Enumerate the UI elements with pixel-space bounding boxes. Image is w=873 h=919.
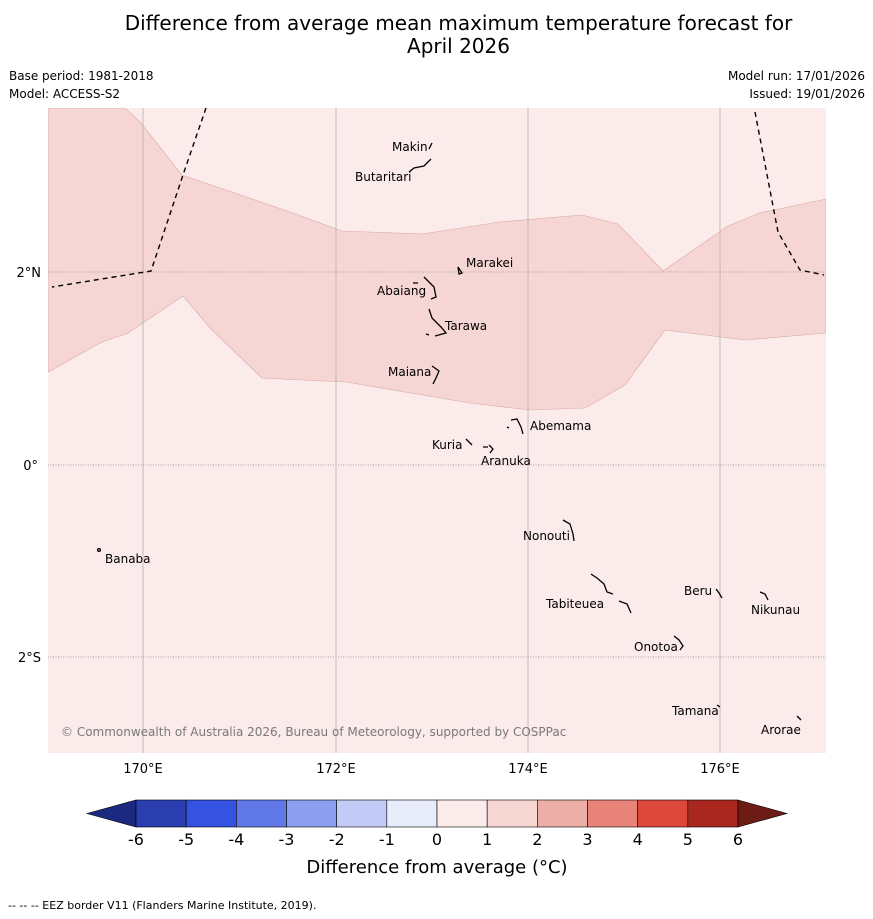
lon-axis-labels: 170°E 172°E 174°E 176°E	[123, 762, 740, 777]
island-label-arorae: Arorae	[761, 723, 801, 737]
colorbar-tick-label: -4	[228, 830, 244, 849]
colorbar-tick-label: 1	[482, 830, 492, 849]
island-labels: Makin Butaritari Marakei Abaiang Tarawa …	[105, 140, 801, 737]
island-label-kuria: Kuria	[432, 438, 463, 452]
colorbar-tick-label: 4	[633, 830, 643, 849]
map-area: Makin Butaritari Marakei Abaiang Tarawa …	[48, 108, 826, 753]
colorbar-tick-label: 6	[733, 830, 743, 849]
island-outlines	[96, 142, 802, 721]
lat-label-2n: 2°N	[17, 266, 42, 281]
island-label-onotoa: Onotoa	[634, 640, 678, 654]
colorbar-segment	[637, 799, 689, 828]
onotoa-outline	[673, 635, 684, 651]
colorbar-segment	[486, 799, 538, 828]
base-period: Base period: 1981-2018	[9, 69, 154, 83]
nikunau-outline	[759, 591, 769, 601]
colorbar-segment	[537, 799, 588, 828]
banaba-outline	[96, 547, 102, 553]
lat-gridlines	[48, 271, 826, 658]
colorbar-segment	[386, 799, 438, 828]
colorbar-label: Difference from average (°C)	[306, 857, 567, 878]
colorbar-segment	[687, 799, 739, 828]
colorbar-segment	[135, 799, 187, 828]
tarawa-outline	[425, 308, 448, 337]
butaritari-outline	[408, 158, 432, 173]
tamana-outline	[716, 704, 721, 708]
issued-date: Issued: 19/01/2026	[749, 87, 865, 101]
colorbar-tick-label: -2	[329, 830, 345, 849]
band-1-2	[48, 108, 826, 411]
island-label-tarawa: Tarawa	[444, 319, 487, 333]
island-label-tamana: Tamana	[671, 704, 719, 718]
colorbar-segment	[336, 799, 388, 828]
lon-label-176e: 176°E	[700, 762, 740, 777]
island-label-aranuka: Aranuka	[481, 454, 531, 468]
title-line-2: April 2026	[407, 34, 510, 58]
island-label-beru: Beru	[684, 584, 712, 598]
colorbar-segment	[587, 799, 638, 828]
maiana-outline	[431, 365, 440, 385]
nonouti-outline	[562, 519, 575, 542]
arorae-outline	[796, 715, 802, 721]
lat-axis-labels: 2°N 0° 2°S	[17, 266, 42, 666]
marakei-outline	[457, 266, 464, 275]
colorbar: -6 -5 -4 -3 -2 -1 0 1 2 3 4 5 6	[85, 799, 789, 849]
island-label-makin: Makin	[392, 140, 428, 154]
eez-borders	[51, 108, 825, 288]
colorbar-segment	[436, 799, 488, 828]
colorbar-segment	[185, 799, 237, 828]
colorbar-tick-label: 2	[532, 830, 542, 849]
island-label-marakei: Marakei	[466, 256, 513, 270]
lon-label-174e: 174°E	[508, 762, 548, 777]
island-label-abemama: Abemama	[530, 419, 591, 433]
title-line-1: Difference from average mean maximum tem…	[124, 11, 793, 35]
colorbar-tick-label: -3	[279, 830, 295, 849]
colorbar-tick-label: -5	[178, 830, 194, 849]
island-label-abaiang: Abaiang	[377, 284, 426, 298]
lat-label-0: 0°	[23, 459, 38, 474]
meta-left: Base period: 1981-2018 Model: ACCESS-S2	[9, 67, 154, 103]
colorbar-tick-label: 0	[432, 830, 442, 849]
eez-border-west	[51, 108, 207, 288]
island-label-tabiteuea: Tabiteuea	[545, 597, 604, 611]
colorbar-segment	[286, 799, 337, 828]
model-run: Model run: 17/01/2026	[727, 69, 865, 83]
colorbar-segment	[236, 799, 287, 828]
makin-outline	[428, 142, 433, 150]
island-label-nonouti: Nonouti	[523, 529, 570, 543]
copyright-notice: © Commonwealth of Australia 2026, Bureau…	[61, 725, 566, 739]
map-title: Difference from average mean maximum tem…	[0, 12, 873, 58]
kuria-outline	[465, 438, 473, 446]
gridlines	[142, 108, 721, 753]
lon-label-170e: 170°E	[123, 762, 163, 777]
colorbar-arrow-low	[85, 799, 137, 828]
colorbar-tick-label: 5	[683, 830, 693, 849]
lat-label-2s: 2°S	[18, 651, 41, 666]
colorbar-tick-label: -1	[379, 830, 395, 849]
island-label-butaritari: Butaritari	[355, 170, 412, 184]
abemama-outline	[506, 418, 524, 435]
aranuka-outline	[483, 444, 494, 454]
abaiang-outline	[413, 276, 437, 300]
island-label-banaba: Banaba	[105, 552, 151, 566]
beru-outline	[715, 588, 723, 599]
meta-right: Model run: 17/01/2026 Issued: 19/01/2026	[728, 67, 865, 103]
lon-label-172e: 172°E	[316, 762, 356, 777]
colorbar-tick-label: 3	[582, 830, 592, 849]
model-name: Model: ACCESS-S2	[9, 87, 121, 101]
tabiteuea-outline	[590, 573, 632, 614]
island-label-nikunau: Nikunau	[751, 603, 800, 617]
eez-legend-note: -- -- -- EEZ border V11 (Flanders Marine…	[8, 899, 317, 912]
colorbar-tick-label: -6	[128, 830, 144, 849]
colorbar-arrow-high	[737, 799, 789, 828]
island-label-maiana: Maiana	[388, 365, 431, 379]
eez-border-east	[754, 111, 825, 276]
